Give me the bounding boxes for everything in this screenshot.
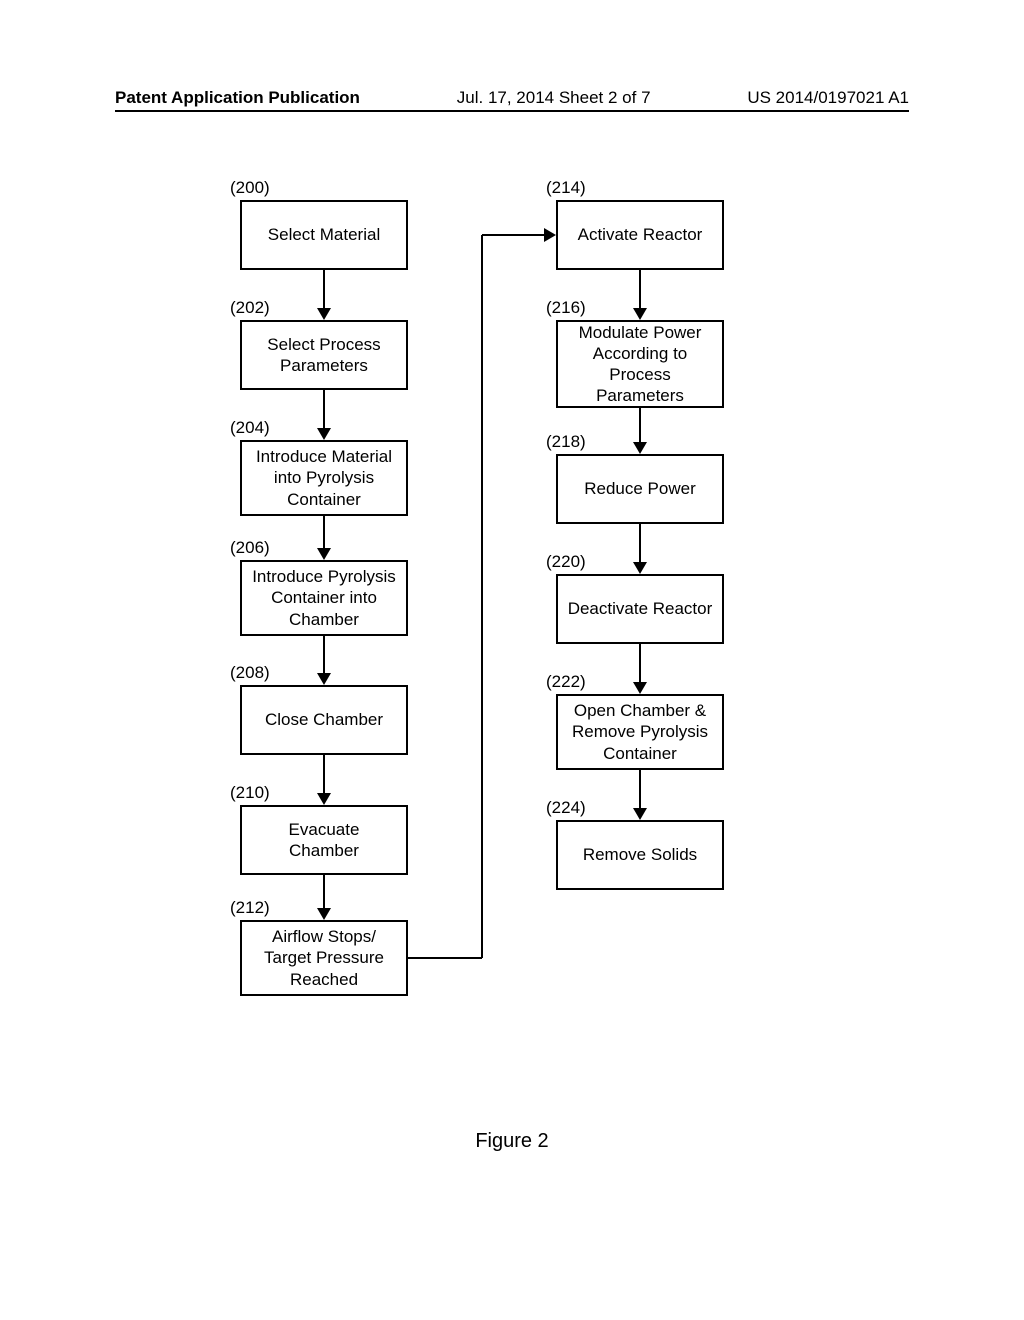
flowchart-ref-b224: (224) — [546, 798, 586, 818]
flowchart-box-b216: Modulate PowerAccording toProcessParamet… — [556, 320, 724, 408]
flowchart-box-b220: Deactivate Reactor — [556, 574, 724, 644]
flowchart-ref-b222: (222) — [546, 672, 586, 692]
flowchart-box-b224: Remove Solids — [556, 820, 724, 890]
flowchart-box-b218: Reduce Power — [556, 454, 724, 524]
flowchart-box-b222: Open Chamber &Remove PyrolysisContainer — [556, 694, 724, 770]
flowchart-ref-b210: (210) — [230, 783, 270, 803]
flowchart-ref-b220: (220) — [546, 552, 586, 572]
flowchart-box-b210: EvacuateChamber — [240, 805, 408, 875]
flowchart-box-b200: Select Material — [240, 200, 408, 270]
flowchart-box-b206: Introduce PyrolysisContainer intoChamber — [240, 560, 408, 636]
figure-caption: Figure 2 — [0, 1130, 1024, 1153]
flowchart-ref-b200: (200) — [230, 178, 270, 198]
flowchart-ref-b206: (206) — [230, 538, 270, 558]
flowchart-ref-b212: (212) — [230, 898, 270, 918]
flowchart-box-b214: Activate Reactor — [556, 200, 724, 270]
flowchart-ref-b218: (218) — [546, 432, 586, 452]
flowchart-ref-b216: (216) — [546, 298, 586, 318]
flowchart-box-b204: Introduce Materialinto PyrolysisContaine… — [240, 440, 408, 516]
flowchart-canvas: Select Material(200) Select ProcessParame… — [0, 0, 1024, 1320]
flowchart-box-b212: Airflow Stops/Target PressureReached — [240, 920, 408, 996]
flowchart-arrows — [0, 0, 1024, 1320]
flowchart-ref-b204: (204) — [230, 418, 270, 438]
flowchart-ref-b202: (202) — [230, 298, 270, 318]
flowchart-box-b202: Select ProcessParameters — [240, 320, 408, 390]
flowchart-ref-b214: (214) — [546, 178, 586, 198]
flowchart-box-b208: Close Chamber — [240, 685, 408, 755]
flowchart-ref-b208: (208) — [230, 663, 270, 683]
